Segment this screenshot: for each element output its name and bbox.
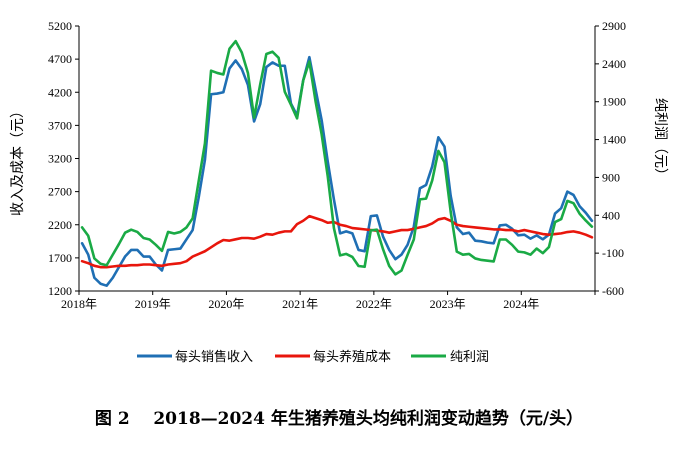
right-tick-label: 2900 [602,19,626,33]
series-line-sales-income [80,55,594,288]
series-line-farming-cost [80,214,594,269]
x-tick-label: 2020年 [208,297,244,311]
right-tick-label: -100 [602,246,624,260]
x-tick-label: 2019年 [135,297,171,311]
x-tick-label: 2022年 [356,297,392,311]
left-tick-label: 3700 [48,118,72,132]
left-tick-label: 4200 [48,85,72,99]
legend: 每头销售收入 每头养殖成本 纯利润 [137,349,489,365]
right-tick-label: 1400 [602,133,626,147]
left-tick-label: 5200 [48,19,72,33]
left-tick-label: 2200 [48,218,72,232]
left-tick-label: 2700 [48,185,72,199]
series-layer [80,39,594,288]
figure-caption: 图 2 2018—2024 年生猪养殖头均纯利润变动趋势（元/头） [95,408,583,429]
x-tick-label: 2018年 [61,297,97,311]
left-tick-label: 1200 [48,284,72,298]
left-axis-title: 收入及成本（元） [10,104,26,216]
right-axis-title: 纯利润（元） [652,98,668,182]
legend-label-sales: 每头销售收入 [175,349,253,365]
right-tick-label: 900 [602,170,620,184]
right-tick-label: 1900 [602,95,626,109]
right-tick-label: 2400 [602,57,626,71]
x-ticks: 2018年 2019年 2020年 2021年 2022年 2023年 2024年 [61,291,596,311]
legend-label-profit: 纯利润 [450,350,489,365]
left-tick-label: 4700 [48,52,72,66]
right-y-ticks: -600 -100 400 900 1400 1900 2400 2900 [595,19,626,298]
left-tick-label: 1700 [48,251,72,265]
x-tick-label: 2024年 [503,297,539,311]
right-tick-label: -600 [602,284,624,298]
right-tick-label: 400 [602,208,620,222]
x-tick-label: 2023年 [430,297,466,311]
series-line-net-profit [80,39,594,276]
left-tick-label: 3200 [48,152,72,166]
x-tick-label: 2021年 [282,297,318,311]
legend-label-cost: 每头养殖成本 [313,349,391,365]
left-y-ticks: 1200 1700 2200 2700 3200 3700 4200 4700 5200 [48,19,79,298]
